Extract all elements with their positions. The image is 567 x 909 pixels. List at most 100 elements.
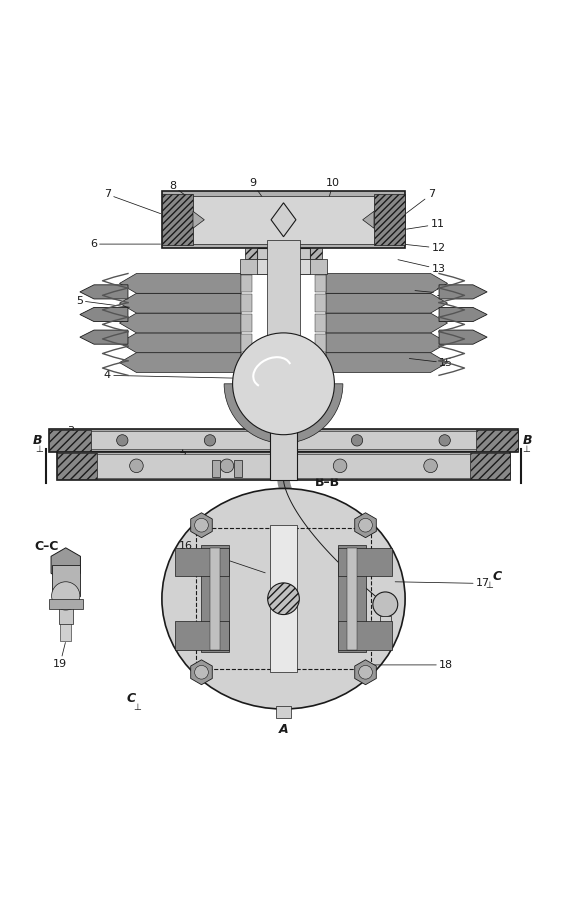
Polygon shape [120, 353, 241, 373]
Bar [315, 275, 326, 292]
Text: 9: 9 [249, 178, 272, 210]
Text: 5: 5 [76, 295, 129, 307]
Polygon shape [271, 203, 296, 236]
Bar [175, 548, 229, 576]
Bar [49, 599, 83, 609]
Bar [60, 624, 71, 641]
Bar [276, 706, 291, 717]
Bar [193, 196, 374, 244]
Bar [97, 454, 470, 478]
Polygon shape [191, 513, 212, 537]
Text: 7: 7 [104, 189, 160, 214]
Polygon shape [191, 660, 212, 684]
Bar [241, 295, 252, 312]
Text: 4: 4 [104, 370, 234, 380]
Circle shape [52, 582, 80, 610]
Text: 18: 18 [367, 660, 453, 670]
Bar [211, 460, 219, 477]
Circle shape [359, 665, 373, 679]
Polygon shape [120, 294, 241, 313]
Polygon shape [363, 211, 374, 228]
Text: 12: 12 [404, 243, 446, 253]
Circle shape [194, 665, 208, 679]
Polygon shape [326, 313, 447, 333]
Text: 14: 14 [415, 288, 450, 298]
Text: 7: 7 [406, 189, 435, 214]
Text: A: A [279, 724, 288, 736]
Bar [470, 453, 510, 479]
Polygon shape [355, 660, 376, 684]
Polygon shape [80, 307, 128, 322]
Polygon shape [120, 274, 241, 294]
Text: C: C [493, 570, 502, 583]
Bar [57, 452, 510, 480]
Circle shape [117, 435, 128, 446]
Circle shape [439, 435, 450, 446]
Circle shape [220, 459, 234, 473]
Text: 19: 19 [53, 643, 67, 669]
Text: 16: 16 [179, 541, 265, 573]
Text: B–B: B–B [315, 476, 340, 489]
Bar [241, 354, 252, 372]
Polygon shape [326, 333, 447, 353]
Bar [270, 409, 297, 480]
Polygon shape [439, 330, 487, 345]
Bar [315, 295, 326, 312]
Text: 3: 3 [67, 425, 77, 439]
Polygon shape [80, 330, 128, 345]
Text: 11: 11 [407, 219, 445, 229]
Text: B: B [33, 435, 42, 447]
Text: B: B [523, 435, 532, 447]
Bar [91, 431, 476, 449]
Bar [380, 615, 391, 635]
Bar [315, 354, 326, 372]
Bar [310, 248, 321, 259]
Bar [338, 622, 392, 650]
Polygon shape [355, 513, 376, 537]
Bar [240, 259, 327, 274]
Bar [266, 240, 301, 338]
Bar [374, 195, 405, 245]
Bar [241, 275, 252, 292]
Circle shape [333, 459, 347, 473]
Text: ⊥: ⊥ [485, 581, 493, 590]
Bar [57, 453, 97, 479]
Bar [162, 192, 405, 248]
Circle shape [424, 459, 437, 473]
Bar [234, 460, 242, 477]
Bar [201, 545, 229, 653]
Bar [196, 528, 371, 669]
Wedge shape [224, 384, 343, 444]
Bar [476, 430, 518, 451]
Bar [52, 564, 80, 596]
Text: 2: 2 [179, 451, 186, 461]
Circle shape [232, 333, 335, 435]
Text: ⊥: ⊥ [522, 445, 530, 454]
Circle shape [194, 518, 208, 532]
Polygon shape [51, 548, 81, 582]
Bar [175, 622, 229, 650]
Circle shape [373, 592, 398, 617]
Text: ⊥: ⊥ [35, 445, 43, 454]
Text: ⊥: ⊥ [134, 704, 142, 713]
Circle shape [130, 459, 143, 473]
Bar [338, 545, 366, 653]
Polygon shape [120, 313, 241, 333]
Polygon shape [326, 274, 447, 294]
Bar [338, 548, 392, 576]
Polygon shape [326, 353, 447, 373]
Circle shape [352, 435, 363, 446]
Text: 15: 15 [409, 358, 453, 368]
Bar [210, 548, 220, 650]
Polygon shape [80, 285, 128, 299]
Bar [49, 429, 518, 452]
Polygon shape [120, 333, 241, 353]
Bar [246, 248, 257, 259]
Text: C–C: C–C [35, 540, 59, 553]
Bar [59, 596, 73, 624]
Polygon shape [439, 307, 487, 322]
Bar [241, 334, 252, 352]
Text: 6: 6 [90, 239, 160, 249]
Bar [162, 195, 193, 245]
Bar [241, 315, 252, 332]
